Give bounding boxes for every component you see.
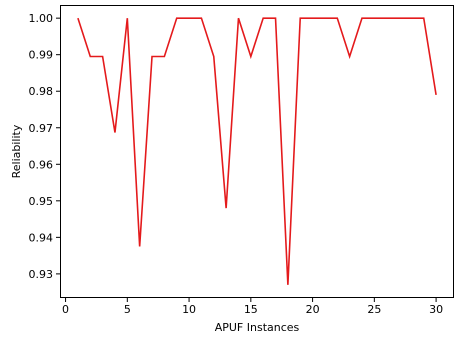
y-tick-label: 0.95	[29, 195, 54, 208]
y-tick-label: 0.96	[29, 158, 54, 171]
y-tick-label: 1.00	[29, 12, 54, 25]
x-tick-label: 15	[244, 303, 258, 316]
y-axis: 0.93 0.94 0.95 0.96 0.97 0.98 0.99 1.00	[29, 12, 60, 281]
x-tick-label: 20	[306, 303, 320, 316]
series-line	[77, 17, 437, 285]
plot-area	[77, 17, 437, 285]
x-axis: 0 5 10 15 20 25 30	[62, 298, 443, 316]
x-tick-label: 30	[429, 303, 443, 316]
y-tick-label: 0.94	[29, 231, 54, 244]
x-tick-label: 10	[182, 303, 196, 316]
y-tick-label: 0.97	[29, 122, 54, 135]
x-tick-label: 0	[62, 303, 69, 316]
y-tick-label: 0.98	[29, 85, 54, 98]
axes-frame	[60, 5, 454, 298]
y-axis-label: Reliability	[10, 124, 23, 178]
y-tick-label: 0.99	[29, 49, 54, 62]
y-tick-label: 0.93	[29, 268, 54, 281]
x-tick-label: 5	[124, 303, 131, 316]
x-tick-label: 25	[367, 303, 381, 316]
x-axis-label: APUF Instances	[215, 321, 300, 334]
